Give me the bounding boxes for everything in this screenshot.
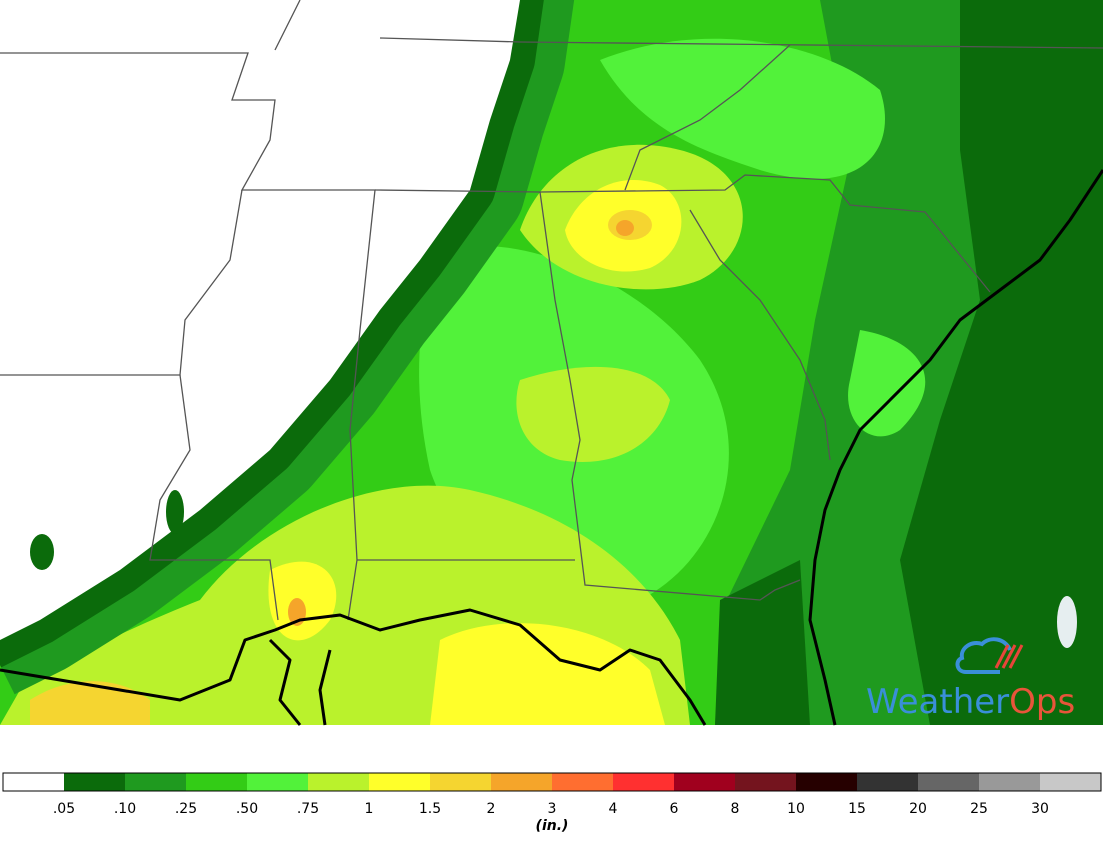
precip-zone — [1057, 596, 1077, 648]
legend-swatch — [979, 773, 1041, 791]
logo-icon — [994, 644, 1024, 669]
legend-label: 4 — [609, 801, 618, 817]
legend-label: 30 — [1031, 801, 1049, 817]
state-border — [149, 374, 279, 621]
legend-label: 1 — [365, 801, 374, 817]
legend-swatch — [125, 773, 187, 791]
coastline — [268, 638, 302, 726]
legend-swatch — [1040, 773, 1102, 791]
state-border — [689, 209, 831, 461]
legend-label: .10 — [114, 801, 136, 817]
state-border — [539, 191, 801, 601]
coastline — [318, 649, 332, 726]
precip-zone — [516, 366, 670, 462]
state-border — [0, 189, 243, 376]
precip-zone — [900, 0, 1103, 725]
coastline — [808, 169, 1103, 726]
legend-swatch — [552, 773, 614, 791]
legend-swatch — [3, 773, 65, 791]
legend-label: 15 — [848, 801, 866, 817]
state-border — [624, 44, 791, 191]
legend-label: 10 — [787, 801, 805, 817]
legend-label: 1.5 — [419, 801, 441, 817]
legend: (in.) .05 .10 .25 .50 .75 1 1.5 2 3 4 6 8 10 15 20 25 30 — [2, 772, 1102, 834]
precip-zone — [616, 220, 634, 236]
legend-swatch — [735, 773, 797, 791]
state-border — [274, 0, 301, 51]
legend-label: .50 — [236, 801, 258, 817]
legend-label: 20 — [909, 801, 927, 817]
legend-label: .05 — [53, 801, 75, 817]
legend-swatch — [64, 773, 126, 791]
precip-zone — [848, 330, 926, 437]
legend-swatch — [186, 773, 248, 791]
legend-label: 8 — [731, 801, 740, 817]
logo-text: WeatherOps — [866, 682, 1075, 722]
legend-swatch — [857, 773, 919, 791]
legend-label: .25 — [175, 801, 197, 817]
precip-zone — [715, 560, 810, 725]
state-border — [374, 174, 991, 293]
map: WeatherOps — [0, 0, 1103, 726]
legend-swatch — [674, 773, 736, 791]
precip-zone — [430, 623, 665, 725]
legend-unit: (in.) — [536, 818, 569, 834]
legend-swatch — [430, 773, 492, 791]
precip-zone — [166, 490, 184, 534]
logo-text-part: Ops — [1009, 682, 1075, 722]
coastline — [0, 608, 707, 726]
legend-swatch — [308, 773, 370, 791]
legend-swatch — [369, 773, 431, 791]
legend-label: .75 — [297, 801, 319, 817]
legend-frame — [2, 772, 1102, 792]
legend-label: 3 — [548, 801, 557, 817]
precip-zone — [30, 534, 54, 570]
dry-area — [0, 0, 520, 640]
legend-swatch — [918, 773, 980, 791]
legend-label: 2 — [487, 801, 496, 817]
legend-label: 6 — [670, 801, 679, 817]
precip-zone — [30, 681, 150, 725]
legend-swatch — [491, 773, 553, 791]
legend-swatch — [613, 773, 675, 791]
state-border — [379, 37, 1103, 49]
legend-swatch — [247, 773, 309, 791]
legend-label: 25 — [970, 801, 988, 817]
precip-zone — [600, 38, 885, 179]
legend-swatch — [796, 773, 858, 791]
logo-icon — [955, 637, 1012, 674]
logo-text-part: Weather — [866, 682, 1009, 722]
